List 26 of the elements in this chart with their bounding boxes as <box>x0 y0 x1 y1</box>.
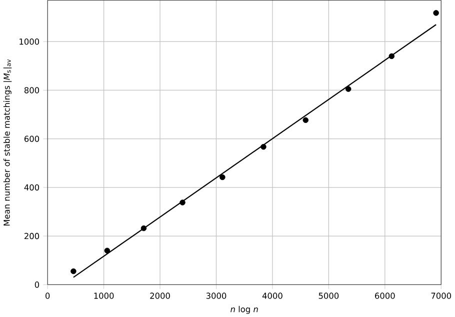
x-tick-label: 5000 <box>318 292 339 299</box>
point <box>260 144 266 150</box>
x-tick-label: 1000 <box>94 292 114 299</box>
y-tick-label: 600 <box>24 136 40 142</box>
y-axis-title: Mean number of stable matchings |M$_{s}$|$_{av}$ <box>3 59 12 226</box>
x-tick-label: 3000 <box>206 292 226 299</box>
x-tick-label: 2000 <box>150 292 170 299</box>
point <box>220 174 226 180</box>
point <box>433 10 439 16</box>
y-tick-label: 200 <box>24 232 40 240</box>
point <box>140 225 147 231</box>
point <box>104 248 110 254</box>
x-tick-label: 0 <box>46 292 50 299</box>
y-tick-label: 400 <box>24 184 40 190</box>
x-tick-label: 7000 <box>431 292 452 299</box>
y-tick-label: 800 <box>24 86 40 94</box>
y-tick-label: 1000 <box>20 38 40 45</box>
point <box>388 53 395 59</box>
x-tick-label: 6000 <box>375 292 395 299</box>
x-tick-label: 4000 <box>262 292 282 299</box>
point <box>70 268 76 274</box>
point <box>345 86 352 92</box>
y-tick-label: 0 <box>34 281 40 288</box>
x-axis-title: n log n <box>230 306 258 314</box>
point <box>180 199 186 206</box>
point <box>302 117 309 123</box>
